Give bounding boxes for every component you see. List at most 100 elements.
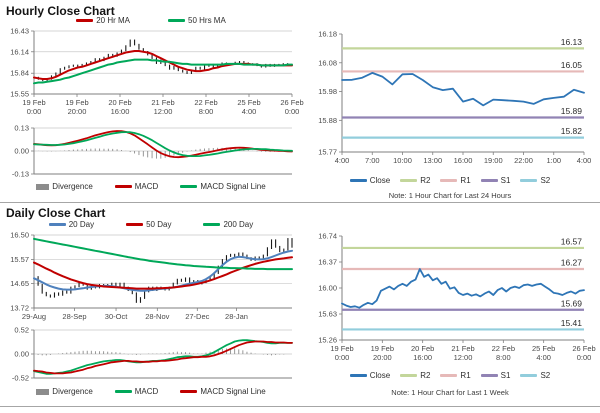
svg-text:16:00: 16:00 (413, 353, 432, 362)
legend-label: 200 Day (223, 220, 254, 229)
svg-text:19 Feb: 19 Feb (65, 98, 88, 107)
svg-text:4:00: 4:00 (536, 353, 551, 362)
svg-text:15.57: 15.57 (10, 255, 29, 264)
svg-text:4:00: 4:00 (335, 156, 350, 165)
svg-text:28-Sep: 28-Sep (62, 312, 86, 321)
legend-line-swatch (114, 390, 132, 393)
legend-label: MACD (134, 182, 159, 191)
legend-label: S1 (500, 176, 511, 185)
svg-text:22 Feb: 22 Feb (492, 344, 515, 353)
legend-line-swatch (76, 19, 94, 22)
legend-label: Divergence (52, 182, 93, 191)
legend-label: R1 (460, 176, 471, 185)
legend-line-swatch (480, 179, 498, 182)
svg-text:19 Feb: 19 Feb (22, 98, 45, 107)
svg-text:16.00: 16.00 (318, 284, 337, 293)
svg-text:12:00: 12:00 (454, 353, 473, 362)
legend-label: 20 Hr MA (96, 16, 130, 25)
hourly-macd-legend: Divergence MACD MACD Signal Line (2, 182, 300, 191)
legend-item-r1: R1 (440, 176, 471, 185)
svg-text:14.65: 14.65 (10, 279, 29, 288)
svg-text:16:00: 16:00 (454, 156, 473, 165)
legend-line-swatch (114, 185, 132, 188)
svg-text:16.08: 16.08 (318, 58, 337, 67)
legend-line-swatch (520, 374, 538, 377)
legend-item-macd: MACD (114, 182, 159, 191)
legend-item-macd-signal-line: MACD Signal Line (180, 387, 266, 396)
legend-line-swatch (520, 179, 538, 182)
legend-item-50-day: 50 Day (126, 220, 171, 229)
svg-text:7:00: 7:00 (365, 156, 380, 165)
bottom-divider (0, 406, 600, 407)
legend-item-divergence: Divergence (36, 182, 93, 191)
legend-line-swatch (180, 390, 198, 393)
svg-text:28-Jan: 28-Jan (225, 312, 248, 321)
svg-text:21 Feb: 21 Feb (451, 344, 474, 353)
svg-text:16.05: 16.05 (561, 60, 583, 70)
legend-label: S2 (540, 371, 551, 380)
legend-box-swatch (36, 388, 50, 395)
legend-item-macd: MACD (114, 387, 159, 396)
svg-text:19 Feb: 19 Feb (371, 344, 394, 353)
legend-item-s1: S1 (480, 371, 511, 380)
daily-macd-chart: 0.52 0.00 -0.52 (12, 326, 293, 383)
svg-text:8:00: 8:00 (496, 353, 511, 362)
svg-text:16.50: 16.50 (10, 231, 29, 240)
svg-text:25 Feb: 25 Feb (237, 98, 260, 107)
hourly-pivot-note: Note: 1 Hour Chart for Last 24 Hours (388, 191, 512, 200)
legend-item-200-day: 200 Day (203, 220, 253, 229)
legend-line-swatch (203, 223, 221, 226)
legend-label: 50 Day (146, 220, 172, 229)
svg-text:0.00: 0.00 (14, 350, 29, 359)
legend-line-swatch (440, 374, 458, 377)
svg-text:10:00: 10:00 (393, 156, 412, 165)
legend-item-s2: S2 (520, 176, 550, 185)
legend-label: R2 (420, 371, 431, 380)
legend-item-divergence: Divergence (36, 387, 93, 396)
legend-box-swatch (36, 183, 50, 190)
legend-item-20-hr-ma: 20 Hr MA (76, 16, 130, 25)
svg-text:15.26: 15.26 (318, 336, 337, 345)
svg-text:15.69: 15.69 (561, 298, 583, 308)
section-divider (0, 202, 600, 203)
hourly-pivot-legend: Close R2 R1 S1 S2 (302, 176, 598, 185)
legend-item-r2: R2 (400, 176, 430, 185)
svg-text:16.37: 16.37 (318, 258, 337, 267)
svg-text:16.18: 16.18 (318, 30, 337, 39)
svg-text:16.74: 16.74 (318, 232, 337, 241)
legend-label: S1 (500, 371, 511, 380)
daily-pivot-note: Note: 1 Hour Chart for Last 1 Week (391, 388, 509, 397)
svg-text:15.84: 15.84 (10, 69, 29, 78)
legend-label: MACD Signal Line (200, 387, 266, 396)
svg-text:16.14: 16.14 (10, 47, 29, 56)
legend-line-swatch (48, 223, 66, 226)
legend-label: Divergence (52, 387, 93, 396)
legend-item-s2: S2 (520, 371, 550, 380)
svg-text:21 Feb: 21 Feb (151, 98, 174, 107)
svg-text:4:00: 4:00 (577, 156, 592, 165)
legend-label: MACD (134, 387, 159, 396)
legend-line-swatch (349, 179, 367, 182)
svg-text:26 Feb: 26 Feb (280, 98, 303, 107)
legend-label: Close (369, 176, 391, 185)
svg-text:22:00: 22:00 (514, 156, 533, 165)
daily-price-legend: 20 Day 50 Day 200 Day (2, 220, 300, 229)
svg-text:15.89: 15.89 (561, 106, 583, 116)
svg-text:20:00: 20:00 (68, 107, 87, 116)
svg-text:0:00: 0:00 (577, 353, 592, 362)
svg-text:15.98: 15.98 (318, 87, 337, 96)
svg-text:19 Feb: 19 Feb (330, 344, 353, 353)
svg-text:12:00: 12:00 (154, 107, 173, 116)
legend-label: Close (369, 371, 391, 380)
legend-item-close: Close (349, 371, 391, 380)
svg-text:13.72: 13.72 (10, 304, 29, 313)
svg-text:13:00: 13:00 (423, 156, 442, 165)
svg-text:15.82: 15.82 (561, 126, 583, 136)
svg-text:-0.13: -0.13 (12, 170, 29, 179)
legend-line-swatch (440, 179, 458, 182)
